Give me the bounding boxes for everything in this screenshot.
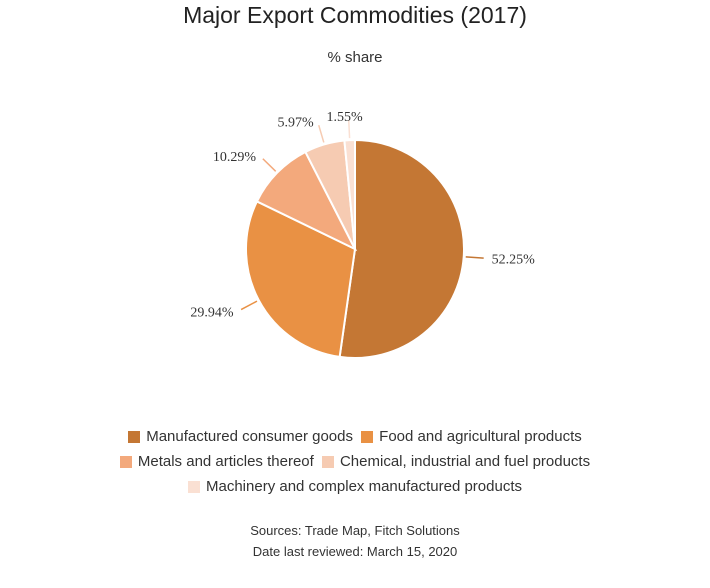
pie-label-connector (347, 120, 351, 139)
legend-swatch (321, 455, 334, 468)
pie-data-label: 29.94% (190, 305, 234, 320)
legend-swatch (119, 455, 132, 468)
pie-data-label: 5.97% (277, 115, 314, 130)
pie-data-label: 52.25% (492, 252, 535, 267)
legend-swatch (361, 430, 374, 443)
legend-label: Manufactured consumer goods (146, 428, 353, 445)
legend-item-chemical-industrial-fuel[interactable]: Chemical, industrial and fuel products (321, 453, 591, 470)
pie-label-connector (262, 158, 277, 172)
legend-label: Chemical, industrial and fuel products (339, 453, 591, 470)
pie-label-connector (318, 124, 325, 143)
legend-item-food-and-agricultural-products[interactable]: Food and agricultural products (361, 428, 582, 445)
chart-subtitle: % share (327, 49, 383, 66)
pie-slice-food-and-agricultural-products[interactable] (245, 200, 357, 359)
legend-item-machinery-and-complex[interactable]: Machinery and complex manufactured produ… (188, 478, 522, 495)
chart-title: Major Export Commodities (2017) (183, 2, 527, 28)
pie-chart: 52.25% 29.94% 10.29% 5.97% 1.55% (190, 110, 535, 359)
pie-slice-metals-and-articles[interactable] (255, 150, 358, 252)
legend-row: Manufactured consumer goods Food and agr… (0, 428, 710, 447)
legend-swatch (128, 430, 141, 443)
pie-label-connector (240, 300, 258, 311)
pie-label-connector (465, 256, 484, 259)
pie-data-label: 10.29% (213, 150, 257, 165)
footer-date: Date last reviewed: March 15, 2020 (252, 544, 458, 559)
legend-label: Machinery and complex manufactured produ… (206, 478, 522, 495)
legend-swatch (188, 480, 200, 493)
pie-slice-manufactured-consumer-goods[interactable] (338, 138, 465, 359)
legend-item-metals-and-articles[interactable]: Metals and articles thereof (119, 453, 314, 470)
pie-data-label: 1.55% (326, 110, 363, 125)
legend-row: Metals and articles thereof Chemical, in… (0, 453, 710, 472)
legend-item-manufactured-consumer-goods[interactable]: Manufactured consumer goods (128, 428, 353, 445)
legend-label: Metals and articles thereof (137, 453, 314, 470)
footer-sources: Sources: Trade Map, Fitch Solutions (250, 523, 460, 538)
legend-label: Food and agricultural products (379, 428, 582, 445)
pie-slice-machinery-and-complex[interactable] (343, 138, 356, 250)
legend-row: Machinery and complex manufactured produ… (0, 478, 710, 497)
